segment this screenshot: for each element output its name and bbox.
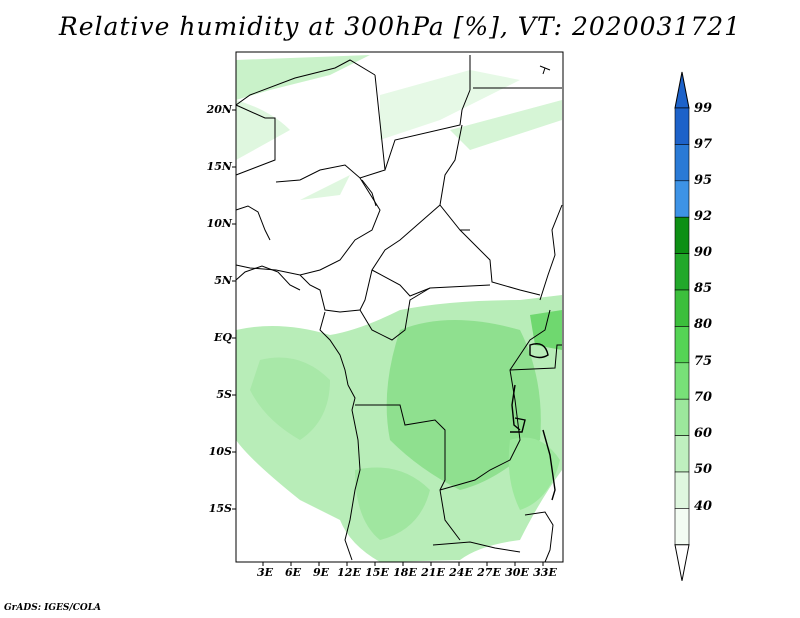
lon-label-24e: 24E [449, 566, 473, 579]
lon-ticks [262, 562, 544, 566]
lon-label-21e: 21E [421, 566, 445, 579]
colorbar-swatch-95 [674, 180, 690, 218]
lon-label-30e: 30E [505, 566, 529, 579]
colorbar-label-95: 95 [694, 173, 713, 188]
colorbar-swatch-60 [674, 435, 690, 473]
lon-label-9e: 9E [312, 566, 330, 579]
colorbar-swatch-92 [674, 216, 690, 254]
grads-credit: GrADS: IGES/COLA [4, 603, 102, 613]
colorbar-swatch-90 [674, 253, 690, 291]
lat-label-5n: 5N [214, 274, 232, 287]
colorbar-swatch-85 [674, 289, 690, 327]
colorbar-label-97: 97 [694, 137, 713, 152]
lon-label-6e: 6E [284, 566, 302, 579]
lakes [510, 343, 556, 501]
colorbar-swatch-70 [674, 398, 690, 436]
colorbar-swatch-97 [674, 144, 690, 182]
colorbar-swatch-80 [674, 326, 690, 364]
colorbar-label-80: 80 [694, 317, 713, 332]
colorbar-label-90: 90 [694, 245, 713, 260]
colorbar-swatch-75 [674, 362, 690, 400]
lon-label-33e: 33E [533, 566, 557, 579]
colorbar-top-arrow [674, 71, 690, 109]
colorbar-bottom-arrow [674, 544, 690, 581]
colorbar-label-99: 99 [694, 101, 713, 116]
colorbar-label-70: 70 [694, 390, 713, 405]
colorbar [674, 71, 690, 581]
lat-label-10s: 10S [208, 445, 232, 458]
lat-label-10n: 10N [206, 217, 232, 230]
colorbar-label-60: 60 [694, 426, 713, 441]
lat-ticks [232, 109, 236, 510]
lon-label-18e: 18E [393, 566, 417, 579]
map-frame [235, 51, 564, 563]
country-borders [235, 55, 563, 563]
lon-label-15e: 15E [365, 566, 389, 579]
lat-label-15s: 15S [208, 502, 232, 515]
colorbar-label-85: 85 [694, 281, 713, 296]
lon-label-27e: 27E [477, 566, 501, 579]
colorbar-label-40: 40 [694, 499, 713, 514]
colorbar-swatch-99 [674, 107, 690, 145]
lat-label-15n: 15N [206, 160, 232, 173]
lat-label-5s: 5S [216, 388, 232, 401]
lon-label-12e: 12E [337, 566, 361, 579]
colorbar-swatch-40 [674, 508, 690, 546]
lat-label-20n: 20N [206, 103, 232, 116]
colorbar-label-50: 50 [694, 462, 713, 477]
colorbar-label-75: 75 [694, 354, 713, 369]
humidity-shading [236, 55, 562, 562]
lat-label-eq: EQ [214, 331, 232, 344]
colorbar-label-92: 92 [694, 209, 713, 224]
colorbar-swatch-50 [674, 471, 690, 509]
map-title: Relative humidity at 300hPa [%], VT: 202… [58, 12, 742, 41]
lon-label-3e: 3E [256, 566, 274, 579]
